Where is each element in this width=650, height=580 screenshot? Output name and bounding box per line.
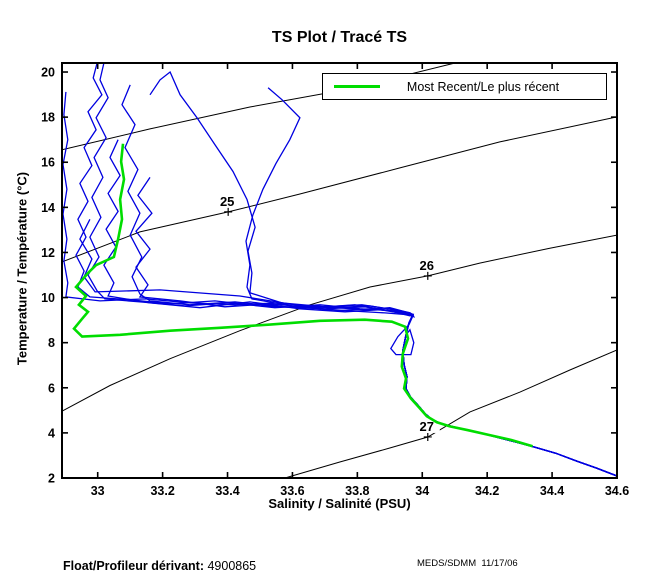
x-tick-label: 34.4: [540, 484, 564, 498]
y-tick-label: 4: [48, 426, 55, 440]
x-tick-label: 33.4: [215, 484, 239, 498]
contour-label-27: 27: [414, 419, 440, 441]
legend-box: Most Recent/Le plus récent: [322, 73, 607, 100]
profile-4-line: [149, 70, 617, 477]
contour-label-text: 27: [420, 419, 434, 434]
profile-6-line: [62, 91, 617, 477]
contour-label-bg: [414, 419, 440, 433]
x-tick-label: 33: [91, 484, 105, 498]
contour-label-marker: [423, 271, 432, 280]
x-tick-label: 33.2: [150, 484, 174, 498]
profile-1-line: [75, 63, 617, 477]
legend-label: Most Recent/Le plus récent: [406, 79, 560, 94]
profile-3-line: [121, 84, 617, 477]
y-tick-label: 2: [48, 472, 55, 486]
y-tick-label: 6: [48, 381, 55, 395]
y-tick-label: 10: [41, 291, 55, 305]
contour-line-26: [62, 234, 617, 412]
plot-border: [61, 62, 618, 479]
y-tick-label: 12: [41, 246, 55, 260]
profile-9-line: [79, 219, 617, 477]
contour-label-marker: [423, 432, 432, 441]
float-value: 4900865: [204, 559, 257, 573]
contour-label-text: 25: [220, 194, 234, 209]
chart-title: TS Plot / Tracé TS: [271, 29, 408, 46]
contour-line-25: [62, 116, 617, 263]
contour-label-text: 26: [420, 258, 434, 273]
x-axis-label: Salinity / Salinité (PSU): [268, 496, 411, 511]
profile-8-line: [135, 177, 617, 477]
contour-label-bg: [215, 194, 241, 208]
x-tick-label: 34.6: [605, 484, 629, 498]
credit-text: MEDS/SDMM 11/17/06: [417, 558, 518, 569]
y-tick-label: 20: [41, 66, 55, 80]
y-tick-label: 18: [41, 111, 55, 125]
contour-label-bg: [414, 258, 440, 272]
float-row: Float/Profileur dérivant: 4900865: [63, 559, 315, 573]
y-tick-label: 16: [41, 156, 55, 170]
footer: Float/Profileur dérivant: 4900865 Period…: [63, 531, 315, 580]
contour-label-26: 26: [414, 258, 440, 280]
most-recent-line: [72, 143, 533, 448]
y-tick-label: 14: [41, 201, 55, 215]
contour-line-27: [284, 349, 617, 478]
contour-label-25: 25: [215, 194, 241, 216]
plot-data-layer: 25 26 27: [62, 63, 617, 478]
y-tick-label: 8: [48, 336, 55, 350]
x-tick-label: 33.6: [280, 484, 304, 498]
float-label: Float/Profileur dérivant:: [63, 559, 204, 573]
x-tick-label: 34.2: [475, 484, 499, 498]
x-tick-label: 33.8: [345, 484, 369, 498]
legend-line-swatch: [334, 85, 380, 88]
x-tick-label: 34: [415, 484, 429, 498]
contour-label-marker: [224, 207, 233, 216]
profile-7-line: [103, 139, 617, 477]
